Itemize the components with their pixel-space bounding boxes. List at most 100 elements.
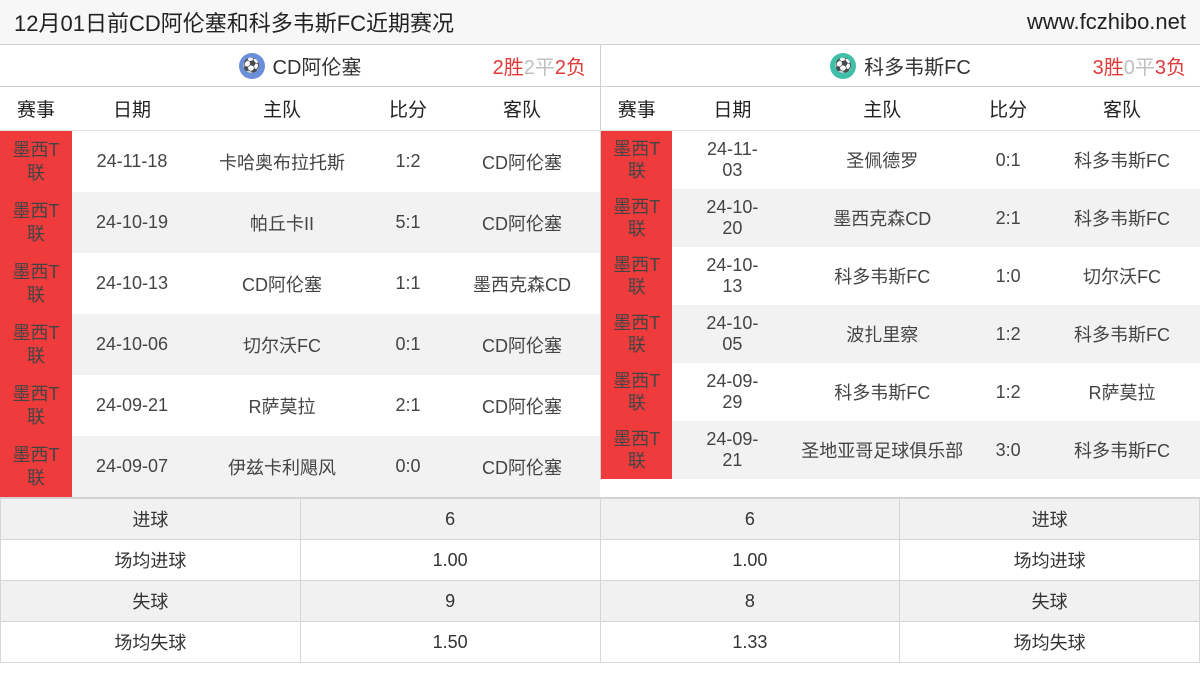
stats-row: 场均失球1.501.33场均失球 [1,622,1200,663]
match-score: 2:1 [972,189,1044,247]
col-league: 赛事 [601,87,673,131]
match-row[interactable]: 墨西T联24-10-19帕丘卡II5:1CD阿伦塞 [0,192,600,253]
match-date: 24-09-21 [72,375,192,436]
site-url[interactable]: www.fczhibo.net [1027,9,1186,35]
match-row[interactable]: 墨西T联24-11-18卡哈奥布拉托斯1:2CD阿伦塞 [0,131,600,193]
col-date: 日期 [672,87,792,131]
match-row[interactable]: 墨西T联24-09-07伊兹卡利飓风0:0CD阿伦塞 [0,436,600,497]
match-league: 墨西T联 [601,305,673,363]
match-away: CD阿伦塞 [444,131,600,193]
match-away: 墨西克森CD [444,253,600,314]
team-a-block: ⚽ CD阿伦塞 2胜2平2负 [0,45,600,86]
match-date: 24-11-03 [672,131,792,190]
match-row[interactable]: 墨西T联24-11-03圣佩德罗0:1科多韦斯FC [601,131,1200,190]
match-date: 24-11-18 [72,131,192,193]
match-row[interactable]: 墨西T联24-10-05波扎里察1:2科多韦斯FC [601,305,1200,363]
match-score: 0:0 [372,436,444,497]
match-row[interactable]: 墨西T联24-09-21R萨莫拉2:1CD阿伦塞 [0,375,600,436]
match-home: 科多韦斯FC [792,363,972,421]
stats-label-right: 失球 [900,581,1200,622]
stats-val-a: 1.50 [300,622,600,663]
team-b-block: ⚽ 科多韦斯FC 3胜0平3负 [600,45,1200,86]
stats-label-right: 场均失球 [900,622,1200,663]
match-league: 墨西T联 [601,189,673,247]
match-away: 切尔沃FC [1044,247,1200,305]
team-a-label: ⚽ CD阿伦塞 [239,51,362,80]
team-a-wins: 2 [493,57,504,79]
match-score: 0:1 [972,131,1044,190]
match-score: 2:1 [372,375,444,436]
match-score: 1:1 [372,253,444,314]
match-away: 科多韦斯FC [1044,189,1200,247]
match-date: 24-09-21 [672,421,792,479]
col-away: 客队 [444,87,600,131]
col-score: 比分 [372,87,444,131]
stats-val-b: 1.33 [600,622,900,663]
team-a-icon: ⚽ [239,53,265,79]
match-league: 墨西T联 [601,421,673,479]
match-league: 墨西T联 [0,131,72,193]
stats-row: 场均进球1.001.00场均进球 [1,540,1200,581]
match-away: 科多韦斯FC [1044,131,1200,190]
stats-table: 进球66进球场均进球1.001.00场均进球失球98失球场均失球1.501.33… [0,498,1200,663]
team-b-draws: 0 [1124,57,1135,79]
match-score: 1:2 [372,131,444,193]
match-row[interactable]: 墨西T联24-10-13科多韦斯FC1:0切尔沃FC [601,247,1200,305]
match-row[interactable]: 墨西T联24-09-21圣地亚哥足球俱乐部3:0科多韦斯FC [601,421,1200,479]
team-b-record: 3胜0平3负 [1093,51,1186,80]
match-date: 24-09-07 [72,436,192,497]
team-b-icon: ⚽ [830,53,856,79]
match-row[interactable]: 墨西T联24-10-20墨西克森CD2:1科多韦斯FC [601,189,1200,247]
match-away: R萨莫拉 [1044,363,1200,421]
team-b-wins: 3 [1093,57,1104,79]
match-league: 墨西T联 [0,192,72,253]
match-home: 墨西克森CD [792,189,972,247]
match-row[interactable]: 墨西T联24-09-29科多韦斯FC1:2R萨莫拉 [601,363,1200,421]
match-score: 3:0 [972,421,1044,479]
match-league: 墨西T联 [601,363,673,421]
match-score: 5:1 [372,192,444,253]
match-away: CD阿伦塞 [444,436,600,497]
match-home: 科多韦斯FC [792,247,972,305]
match-home: 伊兹卡利飓风 [192,436,372,497]
match-away: 科多韦斯FC [1044,421,1200,479]
page-header: 12月01日前CD阿伦塞和科多韦斯FC近期赛况 www.fczhibo.net [0,0,1200,45]
team-a-matches-table: 赛事 日期 主队 比分 客队 墨西T联24-11-18卡哈奥布拉托斯1:2CD阿… [0,87,600,497]
match-date: 24-10-05 [672,305,792,363]
match-score: 1:0 [972,247,1044,305]
match-home: CD阿伦塞 [192,253,372,314]
team-a-name: CD阿伦塞 [273,51,362,80]
match-league: 墨西T联 [601,247,673,305]
match-league: 墨西T联 [0,253,72,314]
match-home: 切尔沃FC [192,314,372,375]
match-row[interactable]: 墨西T联24-10-13CD阿伦塞1:1墨西克森CD [0,253,600,314]
col-home: 主队 [792,87,972,131]
stats-val-b: 6 [600,499,900,540]
stats-label-left: 进球 [1,499,301,540]
stats-val-a: 9 [300,581,600,622]
col-date: 日期 [72,87,192,131]
match-league: 墨西T联 [0,314,72,375]
stats-val-b: 8 [600,581,900,622]
stats-label-left: 场均失球 [1,622,301,663]
match-league: 墨西T联 [0,375,72,436]
team-b-matches-table: 赛事 日期 主队 比分 客队 墨西T联24-11-03圣佩德罗0:1科多韦斯FC… [600,87,1200,479]
match-score: 1:2 [972,363,1044,421]
match-date: 24-10-06 [72,314,192,375]
team-b-label: ⚽ 科多韦斯FC [830,51,971,80]
stats-val-b: 1.00 [600,540,900,581]
team-a-losses: 2 [555,57,566,79]
match-away: CD阿伦塞 [444,314,600,375]
match-score: 0:1 [372,314,444,375]
match-home: 帕丘卡II [192,192,372,253]
match-league: 墨西T联 [0,436,72,497]
col-home: 主队 [192,87,372,131]
match-score: 1:2 [972,305,1044,363]
stats-label-right: 进球 [900,499,1200,540]
match-home: R萨莫拉 [192,375,372,436]
col-league: 赛事 [0,87,72,131]
team-b-losses: 3 [1155,57,1166,79]
match-row[interactable]: 墨西T联24-10-06切尔沃FC0:1CD阿伦塞 [0,314,600,375]
match-away: CD阿伦塞 [444,375,600,436]
stats-label-right: 场均进球 [900,540,1200,581]
